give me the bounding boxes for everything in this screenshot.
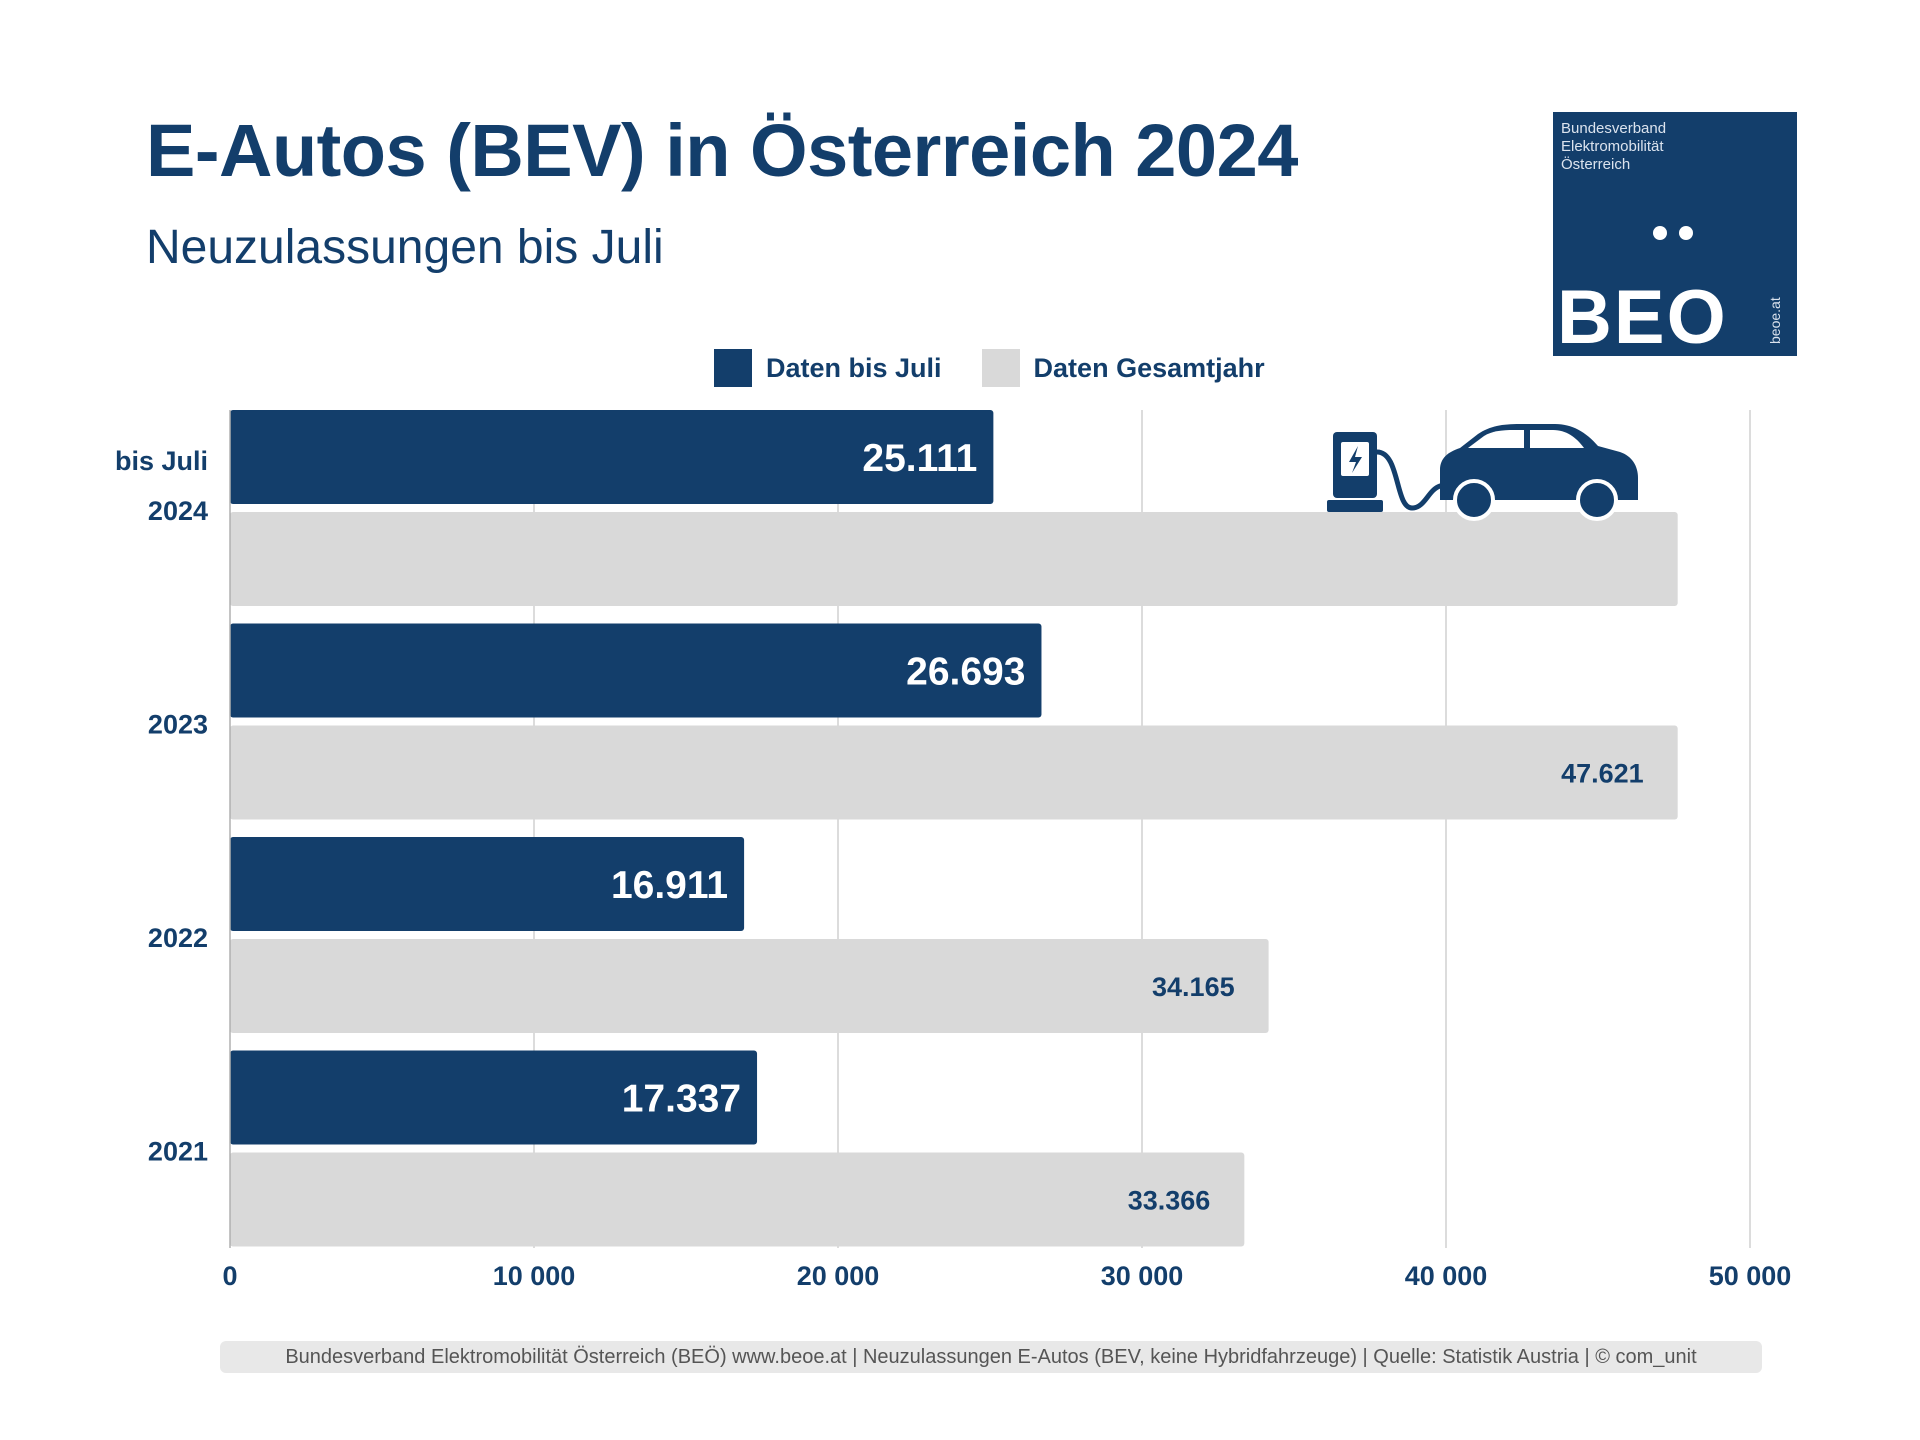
chart-title: E-Autos (BEV) in Österreich 2024 (146, 109, 1298, 192)
bar-gesamtjahr (230, 512, 1678, 606)
x-tick-label: 20 000 (797, 1261, 880, 1291)
data-label-gesamtjahr: 34.165 (1152, 972, 1235, 1002)
beo-logo: Bundesverband Elektromobilität Österreic… (1553, 112, 1797, 356)
charging-cable (1374, 449, 1443, 511)
category-label: 2023 (148, 710, 208, 740)
car-wheel (1453, 479, 1495, 521)
category-label: 2021 (148, 1137, 208, 1167)
logo-line: Bundesverband (1561, 120, 1667, 137)
data-label-bis-juli: 25.111 (862, 437, 977, 480)
logo-dot-icon (1653, 226, 1667, 240)
category-prefix-label: bis Juli (115, 446, 208, 476)
bar-bis-juli (230, 837, 745, 931)
source-footer: Bundesverband Elektromobilität Österreic… (220, 1341, 1762, 1373)
legend-label: Daten Gesamtjahr (1033, 352, 1265, 383)
x-tick-label: 30 000 (1101, 1261, 1184, 1291)
legend-item-gesamtjahr: Daten Gesamtjahr (981, 349, 1265, 387)
charger-base (1327, 500, 1383, 512)
car-wheel (1576, 479, 1618, 521)
legend-swatch (714, 349, 752, 387)
chart-legend: Daten bis Juli Daten Gesamtjahr (714, 349, 1305, 387)
logo-wordmark: BEO (1557, 275, 1728, 360)
bolt-icon (1349, 446, 1362, 473)
bar-gesamtjahr (230, 1152, 1245, 1247)
legend-label: Daten bis Juli (766, 352, 942, 383)
data-label-bis-juli: 17.337 (622, 1078, 741, 1121)
legend-item-bis-juli: Daten bis Juli (714, 349, 942, 387)
category-label: 2022 (148, 923, 208, 953)
bar-bis-juli (230, 623, 1042, 718)
logo-line: Elektromobilität (1561, 138, 1664, 155)
bar-bis-juli (230, 410, 994, 504)
legend-swatch (981, 349, 1020, 387)
x-tick-label: 0 (222, 1261, 237, 1291)
car-window (1530, 430, 1584, 448)
logo-dot-icon (1679, 226, 1693, 240)
x-tick-label: 50 000 (1709, 1261, 1792, 1291)
data-label-bis-juli: 16.911 (611, 864, 728, 907)
bar-bis-juli (230, 1050, 758, 1145)
chart-subtitle: Neuzulassungen bis Juli (146, 221, 664, 274)
data-label-gesamtjahr: 33.366 (1128, 1186, 1211, 1216)
bar-gesamtjahr (230, 939, 1269, 1033)
x-tick-label: 10 000 (493, 1261, 576, 1291)
logo-text: Bundesverband Elektromobilität Österreic… (1561, 120, 1666, 174)
bar-gesamtjahr (230, 725, 1678, 820)
logo-line: Österreich (1561, 156, 1631, 173)
data-label-bis-juli: 26.693 (906, 651, 1025, 694)
data-label-gesamtjahr: 47.621 (1561, 759, 1644, 789)
category-label: 2024 (148, 496, 208, 526)
x-tick-label: 40 000 (1405, 1261, 1488, 1291)
charging-station-car-icon (1327, 424, 1638, 521)
car-window (1468, 430, 1524, 448)
